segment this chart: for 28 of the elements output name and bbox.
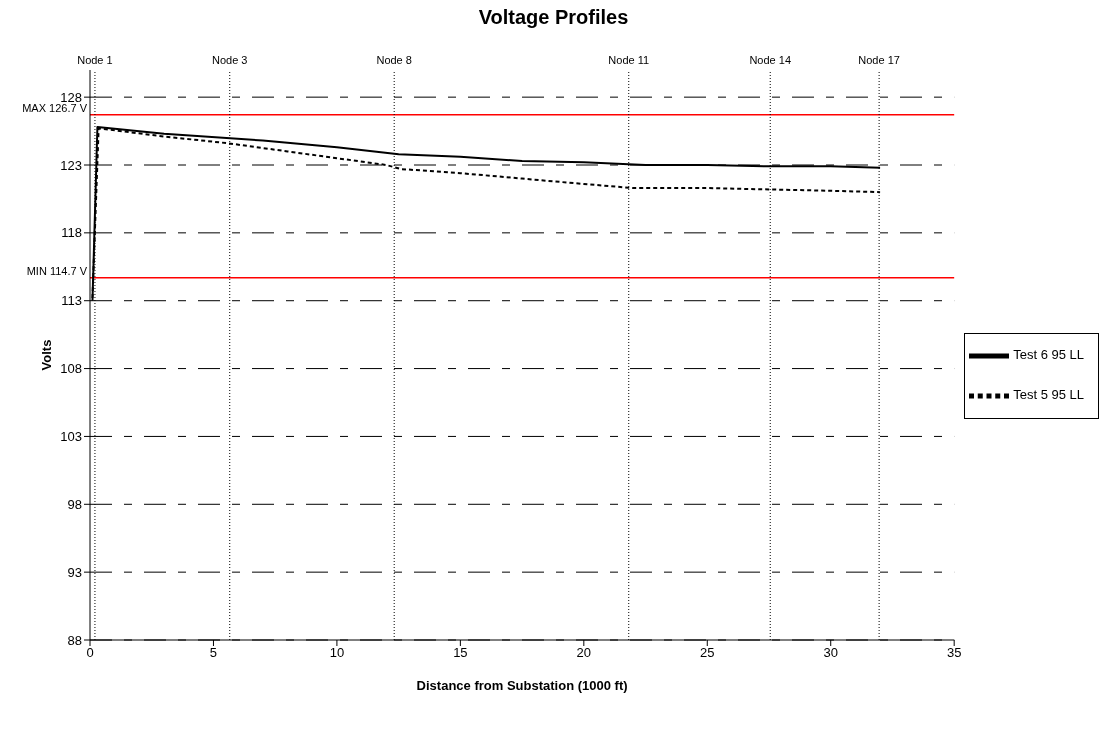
y-tick-label: 88 xyxy=(67,632,82,648)
ref-line-label: Node 11 xyxy=(608,54,650,66)
ref-line-label: Node 17 xyxy=(858,54,900,66)
y-tick-label: 108 xyxy=(60,361,82,377)
legend-label: Test 6 95 LL xyxy=(1013,347,1084,363)
x-tick-label: 15 xyxy=(453,645,468,661)
ref-line-label: Node 8 xyxy=(376,54,412,66)
ref-line-label: MIN 114.7 V xyxy=(26,264,88,277)
y-tick-label: 98 xyxy=(67,496,82,512)
x-tick-label: 10 xyxy=(329,645,345,661)
x-axis-title: Distance from Substation (1000 ft) xyxy=(416,678,628,693)
x-tick-label: 25 xyxy=(700,645,715,661)
ref-line-label: Node 3 xyxy=(212,54,248,66)
y-tick-label: 123 xyxy=(60,157,82,173)
y-axis-title: Volts xyxy=(38,339,54,371)
y-tick-label: 103 xyxy=(60,429,82,445)
legend-label: Test 5 95 LL xyxy=(1013,387,1084,403)
ref-line-label: Node 1 xyxy=(77,54,113,66)
x-tick-label: 0 xyxy=(86,645,94,661)
y-tick-label: 93 xyxy=(67,564,82,580)
chart-title: Voltage Profiles xyxy=(477,6,630,30)
y-tick-label: 113 xyxy=(61,293,82,309)
y-tick-label: 118 xyxy=(61,225,82,241)
ref-line-label: Node 14 xyxy=(749,54,792,66)
x-tick-label: 20 xyxy=(576,645,592,661)
x-tick-label: 35 xyxy=(946,645,962,661)
x-tick-label: 5 xyxy=(209,645,218,661)
x-tick-label: 30 xyxy=(823,645,838,661)
